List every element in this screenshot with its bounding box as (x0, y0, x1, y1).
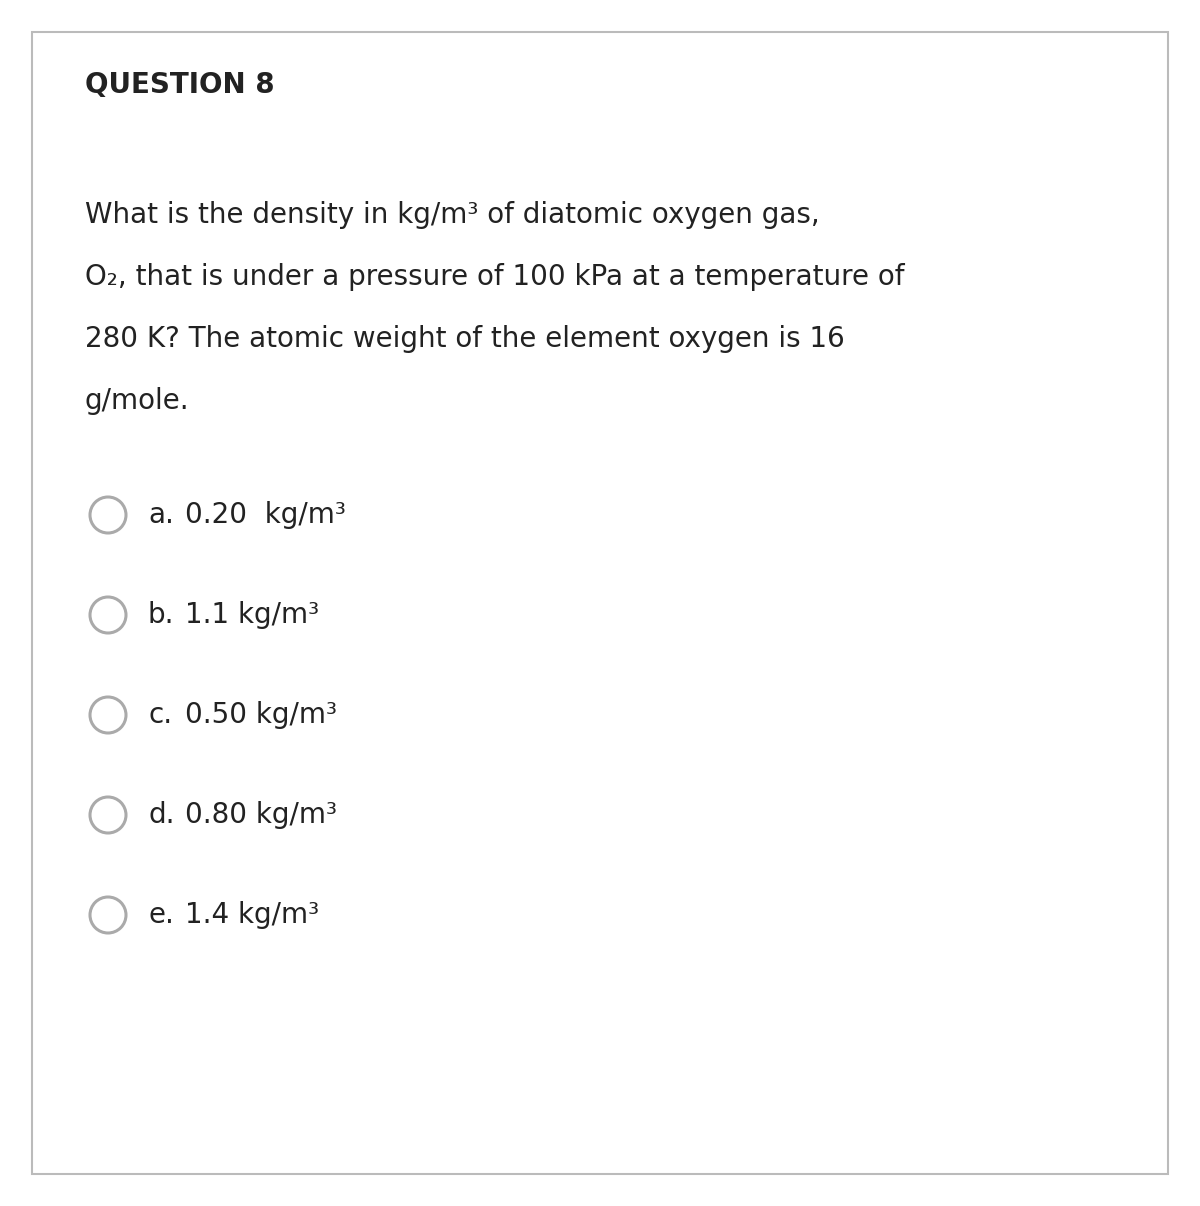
Circle shape (90, 597, 126, 633)
Text: O₂, that is under a pressure of 100 kPa at a temperature of: O₂, that is under a pressure of 100 kPa … (85, 263, 905, 291)
Circle shape (90, 797, 126, 833)
Text: a.: a. (148, 500, 174, 529)
FancyBboxPatch shape (32, 33, 1168, 1173)
Text: QUESTION 8: QUESTION 8 (85, 71, 275, 99)
Text: g/mole.: g/mole. (85, 387, 190, 415)
Text: c.: c. (148, 701, 172, 728)
Text: 0.20  kg/m³: 0.20 kg/m³ (185, 500, 346, 529)
Circle shape (90, 897, 126, 933)
Text: 280 K? The atomic weight of the element oxygen is 16: 280 K? The atomic weight of the element … (85, 324, 845, 353)
Text: 0.80 kg/m³: 0.80 kg/m³ (185, 801, 337, 829)
Text: 1.1 kg/m³: 1.1 kg/m³ (185, 601, 319, 630)
Text: d.: d. (148, 801, 174, 829)
Text: 1.4 kg/m³: 1.4 kg/m³ (185, 901, 319, 929)
Circle shape (90, 497, 126, 533)
Text: b.: b. (148, 601, 174, 630)
Text: What is the density in kg/m³ of diatomic oxygen gas,: What is the density in kg/m³ of diatomic… (85, 201, 820, 229)
Text: 0.50 kg/m³: 0.50 kg/m³ (185, 701, 337, 728)
Text: e.: e. (148, 901, 174, 929)
Circle shape (90, 697, 126, 733)
